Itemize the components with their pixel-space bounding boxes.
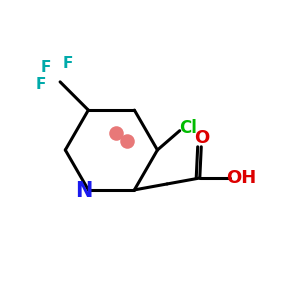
Text: F: F (40, 60, 51, 75)
Text: OH: OH (226, 169, 256, 187)
Text: Cl: Cl (179, 119, 197, 137)
Point (113, 131, 118, 136)
Point (124, 139, 129, 144)
Text: N: N (75, 182, 93, 201)
Text: F: F (62, 56, 73, 71)
Text: O: O (194, 129, 210, 147)
Text: F: F (36, 77, 46, 92)
